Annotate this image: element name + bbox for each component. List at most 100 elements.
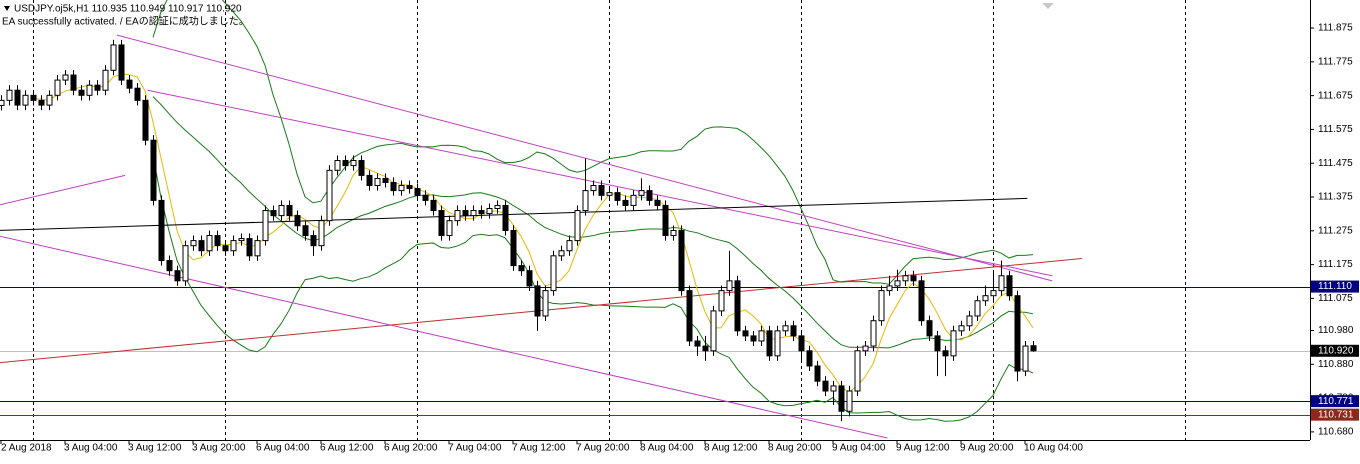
candle-body — [342, 160, 349, 167]
candle-body — [518, 265, 525, 272]
candle-body — [46, 94, 53, 106]
candle-body — [22, 94, 29, 106]
price-level-label: 110.771 — [1318, 396, 1354, 407]
candle-body — [94, 84, 101, 91]
x-tick-label: 9 Aug 12:00 — [896, 443, 950, 454]
y-tick-label: 111.075 — [1318, 293, 1353, 304]
candle-body — [982, 295, 989, 302]
y-tick-label: 111.675 — [1318, 90, 1353, 101]
candle-body — [494, 204, 501, 210]
candle-body — [422, 194, 429, 201]
candle-body — [678, 229, 685, 292]
candle-body — [174, 270, 181, 282]
x-tick-label: 3 Aug 20:00 — [192, 443, 246, 454]
y-tick-label: 111.875 — [1318, 23, 1353, 34]
candle-body — [366, 174, 373, 187]
candle-body — [758, 330, 765, 342]
trendline — [116, 34, 1053, 282]
plot-layer — [0, 0, 1310, 440]
candle-body — [0, 99, 5, 106]
price-level-label: 110.920 — [1318, 345, 1354, 356]
candle-body — [1006, 275, 1013, 297]
x-tick-label: 8 Aug 04:00 — [640, 443, 694, 454]
candle-body — [998, 275, 1005, 292]
candle-body — [734, 280, 741, 332]
candle-body — [110, 44, 117, 71]
candle-body — [710, 310, 717, 352]
y-tick-label: 110.680 — [1318, 427, 1354, 438]
candle-body — [222, 245, 229, 252]
candle-body — [350, 160, 357, 167]
price-level-box — [1311, 344, 1359, 357]
candle-body — [558, 250, 565, 257]
candle-body — [38, 99, 45, 106]
candle-body — [550, 255, 557, 292]
candle-body — [358, 160, 365, 176]
y-tick-label: 110.980 — [1318, 325, 1354, 336]
candle-body — [462, 210, 469, 217]
bollinger-lower — [152, 155, 1034, 422]
candle-body — [766, 330, 773, 357]
candle-body — [742, 330, 749, 337]
candle-body — [814, 365, 821, 382]
price-level-label: 110.731 — [1318, 409, 1354, 420]
y-tick-label: 110.880 — [1318, 359, 1354, 370]
candle-body — [430, 199, 437, 212]
candle-body — [990, 290, 997, 297]
bollinger-upper — [152, 0, 1034, 285]
candle-body — [398, 185, 405, 192]
candle-body — [598, 185, 605, 196]
candle-body — [574, 210, 581, 242]
candle-body — [534, 285, 541, 317]
moving-average — [32, 73, 1034, 393]
candle-body — [182, 245, 189, 282]
candle-body — [646, 190, 653, 201]
candle-body — [198, 240, 205, 252]
trendline — [0, 197, 1028, 231]
candle-body — [390, 181, 397, 192]
candle-body — [934, 335, 941, 352]
candle-body — [966, 315, 973, 327]
candle-body — [1022, 345, 1029, 372]
candle-body — [790, 325, 797, 337]
candle-body — [950, 330, 957, 357]
candle-body — [286, 204, 293, 217]
candle-body — [694, 340, 701, 347]
x-tick-label: 8 Aug 20:00 — [768, 443, 822, 454]
x-tick-label: 8 Aug 12:00 — [704, 443, 758, 454]
candle-body — [686, 290, 693, 342]
trendline — [147, 89, 1053, 277]
candle-body — [302, 225, 309, 237]
candle-body — [78, 89, 85, 96]
candle-body — [262, 210, 269, 242]
candle-body — [942, 350, 949, 357]
shift-marker[interactable] — [1042, 3, 1054, 9]
candle-body — [822, 380, 829, 392]
candle-body — [902, 275, 909, 282]
candle-body — [750, 335, 757, 342]
candle-body — [526, 270, 533, 287]
x-tick-label: 3 Aug 12:00 — [128, 443, 182, 454]
candle-body — [886, 285, 893, 292]
candle-body — [726, 280, 733, 292]
candle-body — [606, 192, 613, 196]
candle-body — [582, 190, 589, 212]
price-level-label: 111.110 — [1318, 281, 1352, 292]
trendline — [0, 235, 888, 439]
candle-body — [278, 204, 285, 217]
candle-body — [438, 210, 445, 237]
candle-body — [102, 69, 109, 91]
price-level-box — [1311, 395, 1359, 408]
candle-body — [134, 87, 141, 101]
candle-body — [246, 238, 253, 257]
candle-body — [974, 300, 981, 317]
candle-body — [910, 275, 917, 282]
candle-body — [566, 240, 573, 252]
candle-body — [270, 210, 277, 217]
collapse-icon[interactable] — [4, 6, 10, 11]
bollinger-middle — [152, 96, 1034, 349]
candle-body — [126, 79, 133, 89]
candle-body — [838, 385, 845, 412]
candle-body — [510, 229, 517, 267]
